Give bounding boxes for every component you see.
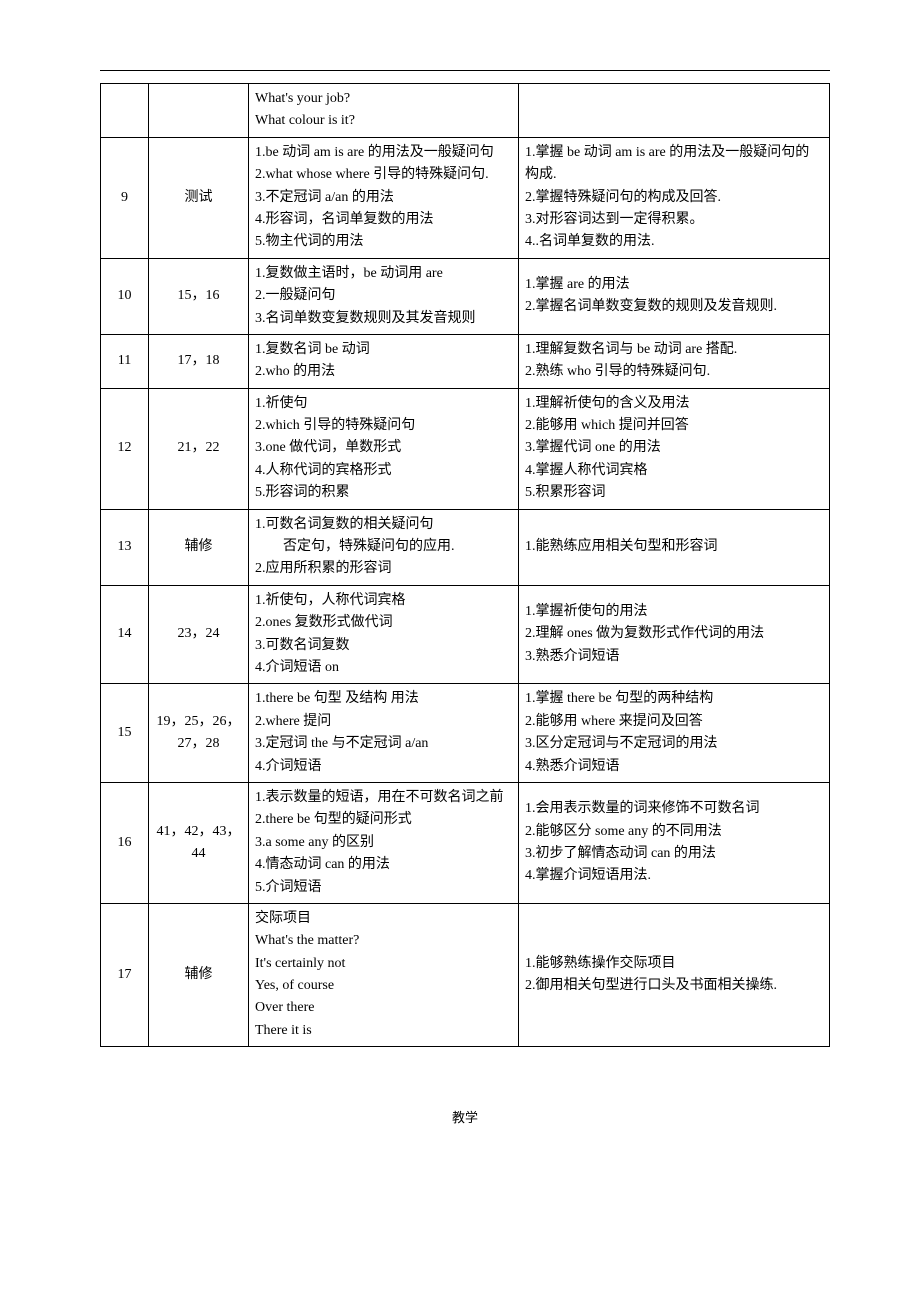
row-number-cell: 15 (101, 684, 149, 783)
table-row: 1221，221.祈使句2.which 引导的特殊疑问句3.one 做代词，单数… (101, 388, 830, 509)
table-row: 1423，241.祈使句，人称代词宾格2.ones 复数形式做代词3.可数名词复… (101, 585, 830, 684)
lessons-cell: 15，16 (149, 258, 249, 334)
content-cell: 1.可数名词复数的相关疑问句否定句，特殊疑问句的应用.2.应用所积累的形容词 (249, 509, 519, 585)
row-number-cell (101, 84, 149, 138)
lessons-cell: 23，24 (149, 585, 249, 684)
table-row: 13辅修1.可数名词复数的相关疑问句否定句，特殊疑问句的应用.2.应用所积累的形… (101, 509, 830, 585)
table-row: 1641，42，43，441.表示数量的短语，用在不可数名词之前2.there … (101, 782, 830, 903)
lessons-cell: 17，18 (149, 334, 249, 388)
goal-cell: 1.掌握 are 的用法2.掌握名词单数变复数的规则及发音规则. (519, 258, 830, 334)
content-cell: 1.表示数量的短语，用在不可数名词之前2.there be 句型的疑问形式3.a… (249, 782, 519, 903)
row-number-cell: 13 (101, 509, 149, 585)
row-number-cell: 11 (101, 334, 149, 388)
goal-cell: 1.掌握 there be 句型的两种结构2.能够用 where 来提问及回答3… (519, 684, 830, 783)
content-cell: 1.复数名词 be 动词2.who 的用法 (249, 334, 519, 388)
content-cell: 1.there be 句型 及结构 用法2.where 提问3.定冠词 the … (249, 684, 519, 783)
lessons-cell (149, 84, 249, 138)
goal-cell: 1.理解复数名词与 be 动词 are 搭配.2.熟练 who 引导的特殊疑问句… (519, 334, 830, 388)
content-cell: 交际项目What's the matter?It's certainly not… (249, 903, 519, 1046)
goal-cell: 1.会用表示数量的词来修饰不可数名词2.能够区分 some any 的不同用法3… (519, 782, 830, 903)
lessons-cell: 19，25，26，27，28 (149, 684, 249, 783)
document-page: What's your job?What colour is it?9测试1.b… (0, 0, 920, 1166)
row-number-cell: 16 (101, 782, 149, 903)
lessons-cell: 辅修 (149, 509, 249, 585)
table-row: 1519，25，26，27，281.there be 句型 及结构 用法2.wh… (101, 684, 830, 783)
goal-cell: 1.能够熟练操作交际项目2.御用相关句型进行口头及书面相关操练. (519, 903, 830, 1046)
goal-cell: 1.能熟练应用相关句型和形容词 (519, 509, 830, 585)
row-number-cell: 9 (101, 137, 149, 258)
content-cell: 1.复数做主语时，be 动词用 are2.一般疑问句3.名词单数变复数规则及其发… (249, 258, 519, 334)
table-row: What's your job?What colour is it? (101, 84, 830, 138)
row-number-cell: 17 (101, 903, 149, 1046)
table-row: 1117，181.复数名词 be 动词2.who 的用法1.理解复数名词与 be… (101, 334, 830, 388)
table-row: 9测试1.be 动词 am is are 的用法及一般疑问句2.what who… (101, 137, 830, 258)
row-number-cell: 10 (101, 258, 149, 334)
goal-cell (519, 84, 830, 138)
syllabus-table: What's your job?What colour is it?9测试1.b… (100, 83, 830, 1047)
lessons-cell: 辅修 (149, 903, 249, 1046)
content-cell: 1.祈使句2.which 引导的特殊疑问句3.one 做代词，单数形式4.人称代… (249, 388, 519, 509)
table-row: 17辅修交际项目What's the matter?It's certainly… (101, 903, 830, 1046)
goal-cell: 1.理解祈使句的含义及用法2.能够用 which 提问并回答3.掌握代词 one… (519, 388, 830, 509)
goal-cell: 1.掌握祈使句的用法2.理解 ones 做为复数形式作代词的用法3.熟悉介词短语 (519, 585, 830, 684)
lessons-cell: 测试 (149, 137, 249, 258)
top-rule-line (100, 70, 830, 71)
table-row: 1015，161.复数做主语时，be 动词用 are2.一般疑问句3.名词单数变… (101, 258, 830, 334)
lessons-cell: 21，22 (149, 388, 249, 509)
page-footer: 教学 (100, 1107, 830, 1126)
row-number-cell: 12 (101, 388, 149, 509)
content-cell: 1.be 动词 am is are 的用法及一般疑问句2.what whose … (249, 137, 519, 258)
lessons-cell: 41，42，43，44 (149, 782, 249, 903)
content-cell: What's your job?What colour is it? (249, 84, 519, 138)
row-number-cell: 14 (101, 585, 149, 684)
content-cell: 1.祈使句，人称代词宾格2.ones 复数形式做代词3.可数名词复数4.介词短语… (249, 585, 519, 684)
goal-cell: 1.掌握 be 动词 am is are 的用法及一般疑问句的构成.2.掌握特殊… (519, 137, 830, 258)
